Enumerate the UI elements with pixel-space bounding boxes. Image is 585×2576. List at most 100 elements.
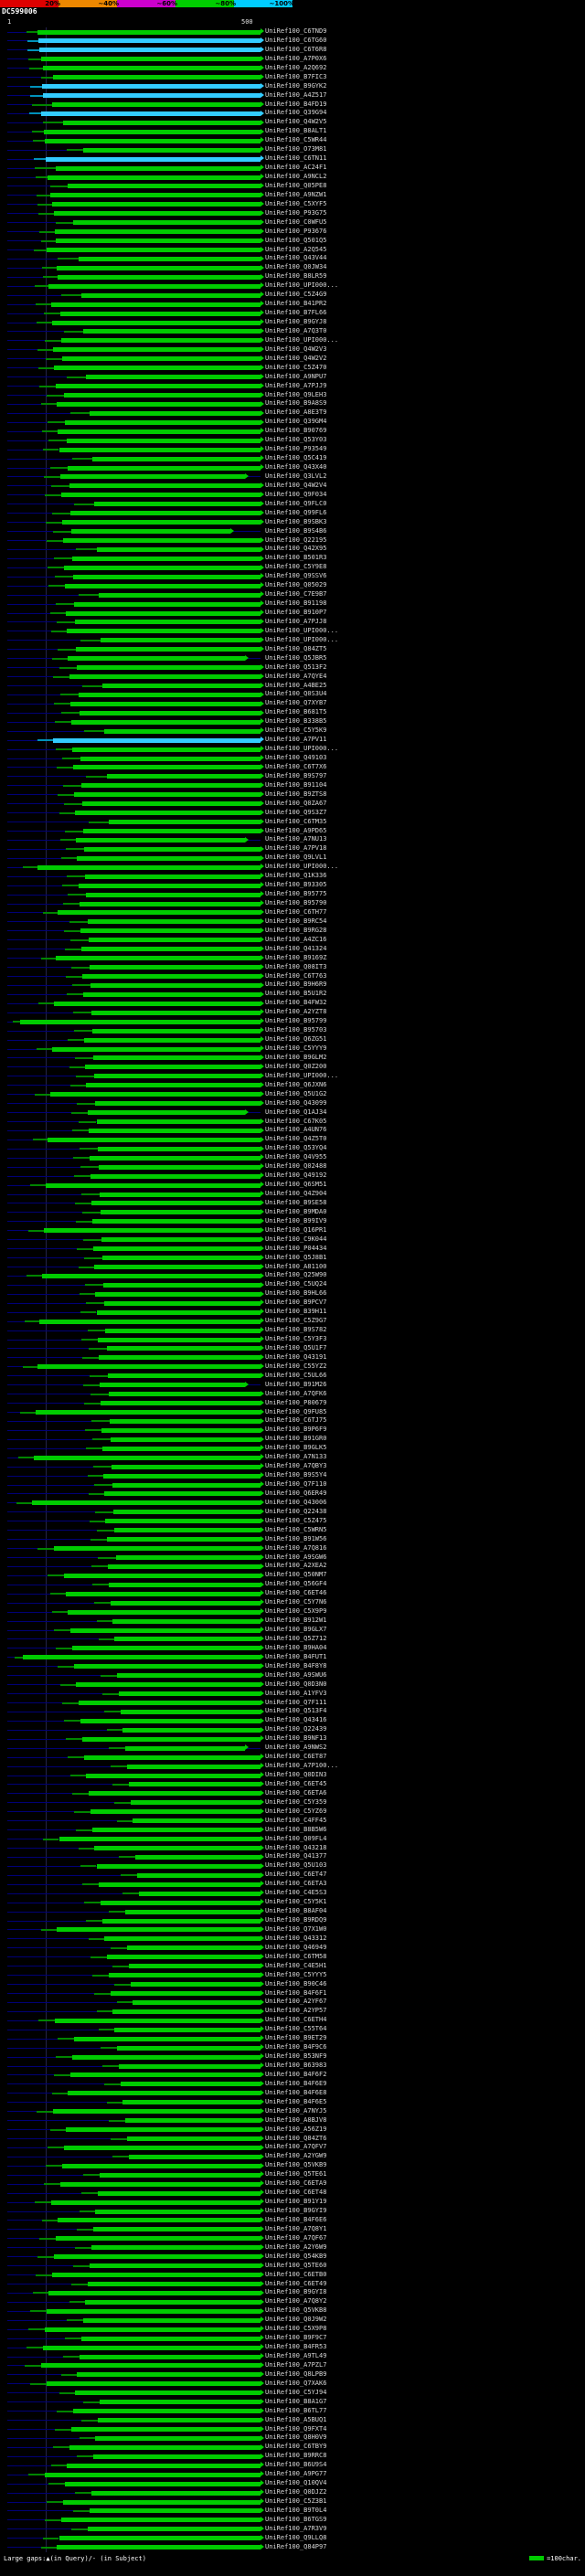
hit-label[interactable]: UniRef100_B9ZTS8 bbox=[265, 790, 327, 798]
hit-bar[interactable] bbox=[80, 2336, 261, 2341]
hit-bar[interactable] bbox=[56, 239, 261, 244]
alignment-row[interactable]: UniRef100_C5X9P8 bbox=[0, 2325, 585, 2334]
hit-label[interactable]: UniRef100_Q5C419 bbox=[265, 454, 327, 462]
hit-label[interactable]: UniRef100_B95799 bbox=[265, 1017, 327, 1025]
hit-bar[interactable] bbox=[90, 2490, 261, 2496]
hit-label[interactable]: UniRef100_A8BJV8 bbox=[265, 2115, 327, 2124]
hit-bar[interactable] bbox=[86, 1773, 261, 1778]
hit-bar[interactable] bbox=[97, 2190, 261, 2196]
alignment-row[interactable]: UniRef100_B681T5 bbox=[0, 708, 585, 717]
hit-bar[interactable] bbox=[60, 338, 261, 344]
alignment-row[interactable]: UniRef100_C6ET47 bbox=[0, 1871, 585, 1880]
hit-bar[interactable] bbox=[56, 384, 261, 389]
alignment-row[interactable]: UniRef100_Q0DJZ2 bbox=[0, 2488, 585, 2497]
hit-label[interactable]: UniRef100_A2XEA2 bbox=[265, 1562, 327, 1570]
hit-bar[interactable] bbox=[53, 211, 261, 217]
hit-label[interactable]: UniRef100_B338B5 bbox=[265, 717, 327, 726]
hit-label[interactable]: UniRef100_C6ETA3 bbox=[265, 1880, 327, 1888]
alignment-row[interactable]: UniRef100_C6ETH4 bbox=[0, 2016, 585, 2025]
hit-label[interactable]: UniRef100_B9H6R9 bbox=[265, 981, 327, 989]
hit-bar[interactable] bbox=[106, 1955, 261, 1960]
alignment-row[interactable]: UniRef100_C6TG60 bbox=[0, 37, 585, 46]
hit-label[interactable]: UniRef100_A2YP57 bbox=[265, 2007, 327, 2015]
hit-bar[interactable] bbox=[47, 2308, 261, 2314]
hit-label[interactable]: UniRef100_Q4W2V3 bbox=[265, 345, 327, 353]
alignment-row[interactable]: UniRef100_Q9LLQ8 bbox=[0, 2534, 585, 2543]
alignment-row[interactable]: UniRef100_Q7F110 bbox=[0, 1480, 585, 1489]
hit-bar[interactable] bbox=[95, 1291, 261, 1297]
alignment-row[interactable]: UniRef100_C5Z3B1 bbox=[0, 2497, 585, 2507]
hit-bar[interactable] bbox=[68, 2091, 261, 2096]
hit-bar[interactable] bbox=[90, 2245, 261, 2251]
hit-bar[interactable] bbox=[126, 2136, 261, 2141]
alignment-row[interactable]: UniRef100_C6T763 bbox=[0, 972, 585, 981]
hit-bar[interactable] bbox=[65, 2481, 261, 2486]
alignment-row[interactable]: UniRef100_C6ETA3 bbox=[0, 1880, 585, 1889]
alignment-row[interactable]: UniRef100_B9RRC8 bbox=[0, 2452, 585, 2461]
hit-bar[interactable] bbox=[89, 965, 261, 970]
hit-label[interactable]: UniRef100_Q9LVL1 bbox=[265, 853, 327, 862]
hit-label[interactable]: UniRef100_B9T0L4 bbox=[265, 2506, 327, 2514]
hit-bar[interactable] bbox=[98, 592, 261, 598]
hit-label[interactable]: UniRef100_A2YGW9 bbox=[265, 2152, 327, 2160]
alignment-row[interactable]: UniRef100_C6TN11 bbox=[0, 154, 585, 164]
hit-bar[interactable] bbox=[66, 610, 261, 616]
hit-bar[interactable] bbox=[52, 737, 261, 743]
hit-label[interactable]: UniRef100_A7PV11 bbox=[265, 736, 327, 744]
hit-bar[interactable] bbox=[58, 1837, 261, 1842]
alignment-row[interactable]: UniRef100_B9A8S9 bbox=[0, 399, 585, 408]
alignment-row[interactable]: UniRef100_B9S782 bbox=[0, 1326, 585, 1335]
hit-label[interactable]: UniRef100_C6ETA6 bbox=[265, 1788, 327, 1797]
hit-bar[interactable] bbox=[39, 48, 261, 53]
hit-label[interactable]: UniRef100_Q43218 bbox=[265, 1843, 327, 1851]
alignment-row[interactable]: UniRef100_A2YP57 bbox=[0, 2007, 585, 2016]
alignment-row[interactable]: UniRef100_A2YF67 bbox=[0, 1998, 585, 2007]
hit-bar[interactable] bbox=[87, 1110, 246, 1116]
hit-bar[interactable] bbox=[92, 1219, 261, 1224]
alignment-row[interactable]: UniRef100_Q43312 bbox=[0, 1935, 585, 1944]
hit-label[interactable]: UniRef100_Q0J9W2 bbox=[265, 2316, 327, 2324]
alignment-row[interactable]: UniRef100_B5U1R2 bbox=[0, 990, 585, 999]
hit-label[interactable]: UniRef100_Q99FL6 bbox=[265, 508, 327, 516]
alignment-row[interactable]: UniRef100_Q4Z904 bbox=[0, 1190, 585, 1199]
alignment-row[interactable]: UniRef100_B91198 bbox=[0, 599, 585, 609]
hit-bar[interactable] bbox=[88, 938, 261, 943]
hit-label[interactable]: UniRef100_C6TG60 bbox=[265, 36, 327, 44]
hit-bar[interactable] bbox=[89, 410, 261, 416]
alignment-row[interactable]: UniRef100_Q39GM4 bbox=[0, 418, 585, 427]
hit-label[interactable]: UniRef100_C6TH77 bbox=[265, 907, 327, 916]
alignment-row[interactable]: UniRef100_Q6JXN6 bbox=[0, 1081, 585, 1090]
alignment-row[interactable]: UniRef100_C5YZ69 bbox=[0, 1807, 585, 1817]
hit-bar[interactable] bbox=[81, 1736, 261, 1742]
hit-label[interactable]: UniRef100_B4FD19 bbox=[265, 100, 327, 108]
alignment-row[interactable]: UniRef100_B91W56 bbox=[0, 1535, 585, 1544]
hit-bar[interactable] bbox=[122, 1727, 261, 1733]
hit-bar[interactable] bbox=[136, 1872, 261, 1878]
hit-label[interactable]: UniRef100_Q9S3Z7 bbox=[265, 808, 327, 816]
hit-label[interactable]: UniRef100_Q53Y03 bbox=[265, 436, 327, 444]
hit-bar[interactable] bbox=[89, 2508, 261, 2514]
hit-bar[interactable] bbox=[114, 1637, 261, 1642]
hit-label[interactable]: UniRef100_B4FR53 bbox=[265, 2343, 327, 2351]
alignment-row[interactable]: UniRef100_Q0ZA67 bbox=[0, 800, 585, 809]
hit-bar[interactable] bbox=[95, 1101, 261, 1107]
hit-bar[interactable] bbox=[73, 574, 261, 579]
hit-label[interactable]: UniRef100_C5YZ69 bbox=[265, 1807, 327, 1815]
alignment-row[interactable]: UniRef100_B9MDA0 bbox=[0, 1208, 585, 1217]
hit-bar[interactable] bbox=[111, 1436, 261, 1442]
alignment-row[interactable]: UniRef100_A9NZW1 bbox=[0, 191, 585, 200]
hit-bar[interactable] bbox=[70, 529, 230, 535]
alignment-row[interactable]: UniRef100_C5YYY5 bbox=[0, 1971, 585, 1980]
hit-bar[interactable] bbox=[40, 111, 261, 116]
hit-label[interactable]: UniRef100_Q05PE8 bbox=[265, 181, 327, 189]
hit-bar[interactable] bbox=[31, 1500, 261, 1506]
hit-bar[interactable] bbox=[98, 1164, 261, 1170]
hit-label[interactable]: UniRef100_A9TL49 bbox=[265, 2352, 327, 2359]
hit-label[interactable]: UniRef100_C5Y5K9 bbox=[265, 726, 327, 735]
hit-label[interactable]: UniRef100_Q41324 bbox=[265, 944, 327, 952]
hit-bar[interactable] bbox=[60, 493, 261, 498]
hit-bar[interactable] bbox=[106, 1537, 261, 1542]
hit-label[interactable]: UniRef100_B9RDQ9 bbox=[265, 1916, 327, 1924]
hit-label[interactable]: UniRef100_Q43416 bbox=[265, 1716, 327, 1724]
alignment-row[interactable]: UniRef100_Q4Z5T0 bbox=[0, 1135, 585, 1144]
